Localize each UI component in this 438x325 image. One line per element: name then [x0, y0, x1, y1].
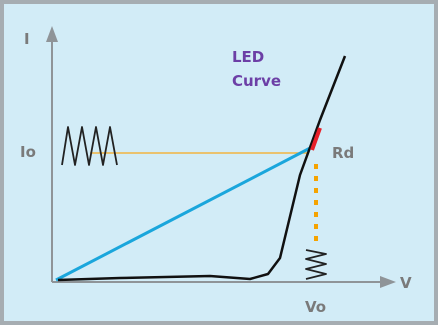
led-curve: [57, 55, 347, 282]
title-line-2: Curve: [232, 72, 281, 90]
rd-label: Rd: [332, 144, 354, 162]
zigzag-wave-icon: [305, 249, 327, 280]
triangle-wave-icon: [61, 126, 118, 166]
vo-label: Vo: [305, 298, 326, 316]
rd-segment: [310, 127, 322, 151]
y-axis-label: I: [24, 30, 30, 48]
load-line: [55, 144, 315, 282]
title-line-1: LED: [232, 48, 264, 66]
io-label: Io: [20, 143, 36, 161]
x-axis-label: V: [400, 274, 412, 292]
axes: [46, 26, 396, 288]
x-axis-arrow: [380, 276, 396, 288]
y-axis-arrow: [46, 26, 58, 42]
